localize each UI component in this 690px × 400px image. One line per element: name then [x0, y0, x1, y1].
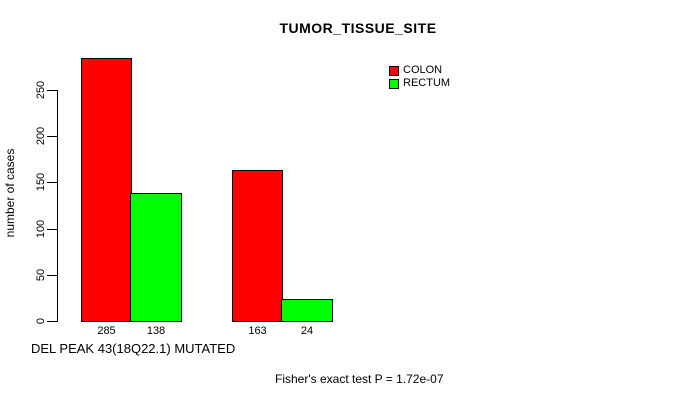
y-tick-label: 50: [35, 268, 47, 282]
bar-value-label: 24: [300, 325, 314, 337]
bar-rectum-group2: [281, 299, 333, 322]
y-tick-label: 200: [35, 126, 47, 146]
colon-color-swatch: [389, 65, 399, 76]
y-tick-mark: [47, 136, 57, 137]
legend: COLON RECTUM: [389, 64, 450, 90]
y-tick-mark: [47, 90, 57, 91]
chart-title: TUMOR_TISSUE_SITE: [279, 20, 437, 36]
bar-value-label: 285: [97, 325, 116, 337]
legend-item-rectum: RECTUM: [389, 77, 450, 90]
y-tick-mark: [47, 182, 57, 183]
y-axis-line: [57, 90, 58, 322]
legend-item-colon: COLON: [389, 64, 450, 77]
y-tick-label: 0: [35, 317, 47, 325]
y-tick-mark: [47, 229, 57, 230]
legend-label-rectum: RECTUM: [403, 77, 451, 89]
bar-rectum-group1: [130, 193, 182, 322]
bar-colon-group1: [81, 58, 132, 322]
y-tick-label: 150: [35, 172, 47, 192]
y-tick-label: 250: [35, 80, 47, 100]
y-tick-mark: [47, 321, 57, 322]
bar-value-label: 163: [248, 325, 267, 337]
pvalue-annotation: Fisher's exact test P = 1.72e-07: [275, 372, 444, 386]
y-tick-label: 100: [35, 219, 47, 239]
rectum-color-swatch: [389, 78, 399, 89]
y-axis-label: number of cases: [3, 148, 17, 238]
x-axis-label: DEL PEAK 43(18Q22.1) MUTATED: [31, 341, 236, 356]
bar-colon-group2: [232, 170, 283, 322]
y-tick-mark: [47, 275, 57, 276]
bar-value-label: 138: [146, 325, 166, 337]
legend-label-colon: COLON: [403, 64, 443, 76]
